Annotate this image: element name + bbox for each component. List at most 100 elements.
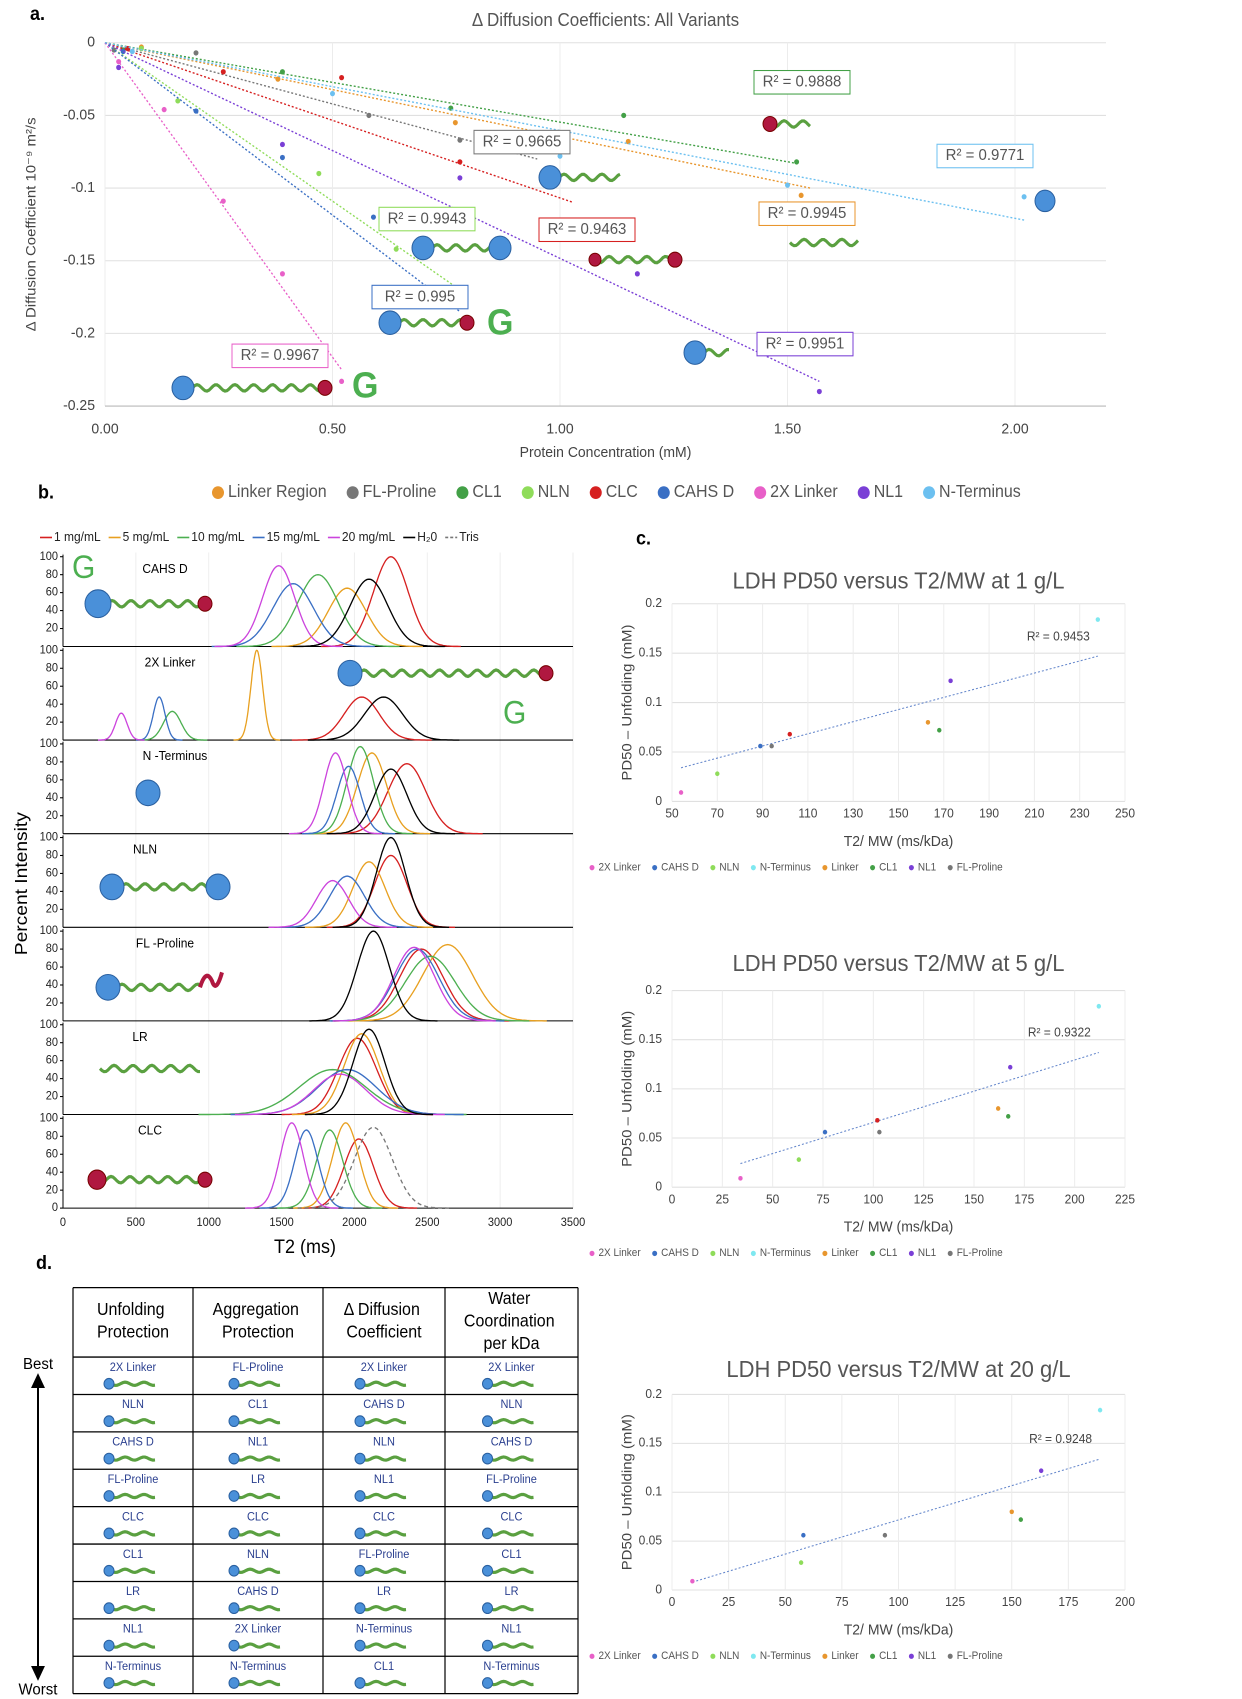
r2-label: R² = 0.9967: [241, 347, 320, 365]
table-header: Unfolding Protection: [97, 1300, 169, 1342]
point: [785, 182, 790, 187]
molecule-domain: [104, 1678, 114, 1689]
molecule-chain: [490, 1644, 534, 1647]
x-axis-label: T2/ MW (ms/kDa): [844, 1219, 954, 1236]
table-cell: FL-Proline: [359, 1549, 410, 1561]
y-tick-label: -0.1: [71, 180, 95, 197]
y-tick-label: 80: [46, 1130, 58, 1142]
point: [799, 1560, 803, 1565]
intensity-curve: [321, 557, 461, 647]
y-tick-label: 60: [46, 961, 58, 973]
molecule-domain: [85, 590, 111, 618]
x-tick-label: 210: [1024, 806, 1044, 820]
molecule-chain: [111, 1644, 155, 1647]
molecule-domain: [379, 311, 401, 335]
molecule-chain: [362, 1420, 406, 1423]
y-tick-label: 80: [46, 568, 58, 580]
intensity-curve: [269, 881, 397, 928]
legend-label: 2X Linker: [599, 1651, 642, 1662]
legend-label: NLN: [719, 862, 739, 873]
legend-label: CL1: [879, 862, 898, 873]
y-tick-label: 0.05: [639, 744, 662, 758]
molecule-domain: [684, 341, 706, 365]
legend-marker: [710, 865, 715, 870]
y-tick-label: 40: [46, 1072, 58, 1084]
legend-label: 5 mg/mL: [123, 530, 170, 544]
legend-label: N-Terminus: [760, 862, 811, 873]
molecule-domain: [355, 1378, 365, 1389]
legend-label: N-Terminus: [939, 482, 1021, 502]
x-tick-label: 130: [843, 806, 863, 820]
table-cell: LR: [504, 1586, 518, 1598]
y-tick-label: 60: [46, 1148, 58, 1160]
molecule-chain: [236, 1494, 280, 1497]
molecule-domain: [104, 1640, 114, 1651]
point: [1096, 617, 1100, 622]
molecule-domain: [668, 252, 682, 267]
table-cell: NLN: [122, 1399, 144, 1411]
panel-title: LR: [132, 1030, 147, 1044]
legend-marker: [751, 1251, 756, 1256]
legend-label: 2X Linker: [599, 1248, 642, 1259]
legend-marker: [652, 1654, 657, 1659]
point: [339, 75, 344, 80]
y-tick-label: 20: [46, 1090, 58, 1102]
legend-label: CAHS D: [661, 1248, 699, 1259]
table-cell: FL-Proline: [108, 1474, 159, 1486]
legend-label: NL1: [918, 862, 937, 873]
table-cell: FL-Proline: [233, 1362, 284, 1374]
x-tick-label: 125: [945, 1595, 965, 1609]
molecule-chain: [362, 1681, 406, 1684]
panel-title: CAHS D: [142, 562, 187, 576]
table-cell: LR: [126, 1586, 140, 1598]
y-tick-label: 40: [46, 979, 58, 991]
molecule-domain: [104, 1603, 114, 1614]
molecule-domain: [104, 1416, 114, 1427]
intensity-curve: [308, 747, 413, 834]
molecule-domain: [483, 1416, 493, 1427]
molecule-domain: [229, 1603, 239, 1614]
table-cell: 2X Linker: [488, 1362, 535, 1374]
molecule-chain: [490, 1569, 534, 1572]
page: {"panel_labels": ["a.", "b.", "c.", "d."…: [0, 0, 1242, 1699]
x-tick-label: 0.00: [91, 421, 118, 438]
point: [823, 1130, 827, 1135]
molecule-chain: [236, 1607, 280, 1610]
table-cell: CAHS D: [491, 1436, 533, 1448]
point: [937, 728, 941, 733]
rank-label: Best: [23, 1355, 54, 1373]
legend-marker: [652, 865, 657, 870]
y-tick-label: -0.05: [63, 107, 95, 124]
molecule-domain: [104, 1528, 114, 1539]
x-tick-label: 1.50: [774, 421, 801, 438]
legend-label: N-Terminus: [760, 1651, 811, 1662]
intensity-curve: [333, 838, 450, 928]
x-tick-label: 1.00: [546, 421, 573, 438]
legend-label: Linker: [831, 1248, 859, 1259]
x-tick-label: 100: [863, 1192, 883, 1206]
legend-marker: [590, 865, 595, 870]
table-cell: 2X Linker: [361, 1362, 408, 1374]
point: [875, 1118, 879, 1123]
molecule-domain: [229, 1416, 239, 1427]
r2-label: R² = 0.9945: [768, 205, 847, 223]
molecule-domain: [355, 1678, 365, 1689]
y-tick-label: 20: [46, 903, 58, 915]
y-tick-label: 0.2: [645, 1386, 662, 1400]
y-tick-label: 40: [46, 885, 58, 897]
molecule-chain: [362, 1644, 406, 1647]
x-tick-label: 175: [1014, 1192, 1034, 1206]
molecule-chain: [362, 1457, 406, 1460]
table-cell: CAHS D: [363, 1399, 405, 1411]
molecule-chain: [97, 1176, 205, 1182]
point: [194, 50, 199, 55]
panel-title: NLN: [133, 842, 157, 856]
chart-title: LDH PD50 versus T2/MW at 20 g/L: [726, 1355, 1070, 1382]
legend-marker: [658, 486, 670, 499]
legend-label: NLN: [538, 482, 570, 502]
legend-marker: [710, 1251, 715, 1256]
molecule-chain: [350, 670, 546, 676]
point: [316, 171, 321, 176]
molecule-domain: [100, 874, 124, 900]
legend-marker: [822, 1654, 827, 1659]
